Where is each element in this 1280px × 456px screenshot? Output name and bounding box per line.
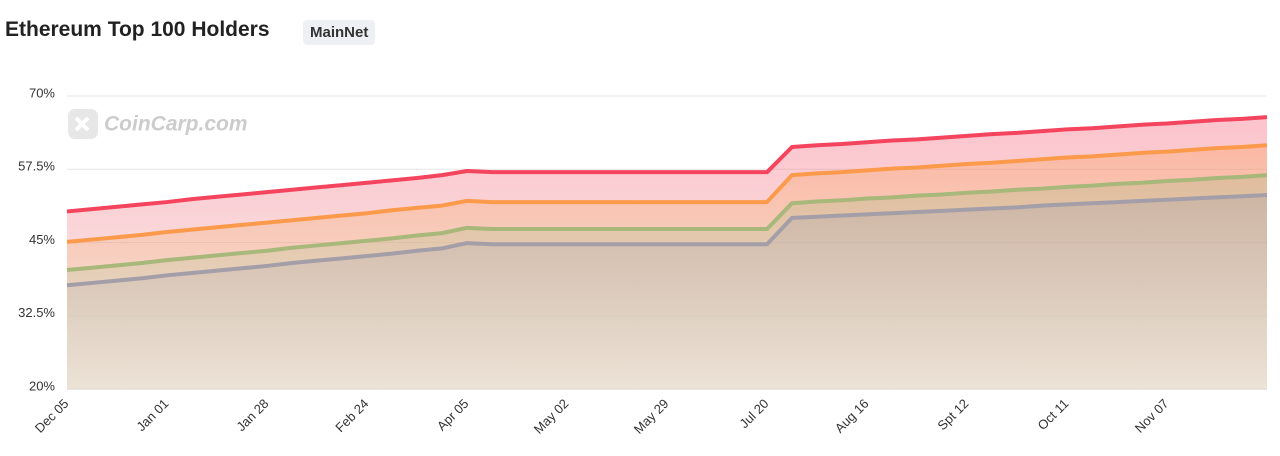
x-tick-label: Feb 24 xyxy=(332,396,371,435)
line xyxy=(66,193,1268,288)
line xyxy=(66,115,1268,214)
watermark-logo xyxy=(68,109,98,139)
y-tick-label: 70% xyxy=(29,85,55,100)
y-tick-label: 45% xyxy=(29,232,55,247)
x-tick-label: Dec 05 xyxy=(32,396,72,436)
x-tick-label: Apr 05 xyxy=(434,396,472,434)
x-tick-label: Spt 12 xyxy=(934,396,971,433)
y-tick-label: 32.5% xyxy=(18,305,55,320)
area xyxy=(67,195,1267,389)
line xyxy=(66,173,1268,273)
x-tick-label: Jan 28 xyxy=(233,396,271,434)
x-tick-label: Jan 01 xyxy=(133,396,171,434)
x-tick-label: Aug 16 xyxy=(832,396,872,436)
network-badge: MainNet xyxy=(303,20,376,45)
line xyxy=(66,143,1268,244)
x-tick-label: Nov 07 xyxy=(1132,396,1172,436)
x-tick-label: May 29 xyxy=(631,396,672,437)
x-tick-label: Oct 11 xyxy=(1035,396,1072,433)
x-tick-label: May 02 xyxy=(531,396,572,437)
y-tick-label: 57.5% xyxy=(18,159,55,174)
x-tick-label: Jul 20 xyxy=(736,396,771,431)
watermark: CoinCarp.com xyxy=(104,113,248,136)
y-tick-label: 20% xyxy=(29,378,55,393)
page-title: Ethereum Top 100 Holders xyxy=(5,18,270,41)
